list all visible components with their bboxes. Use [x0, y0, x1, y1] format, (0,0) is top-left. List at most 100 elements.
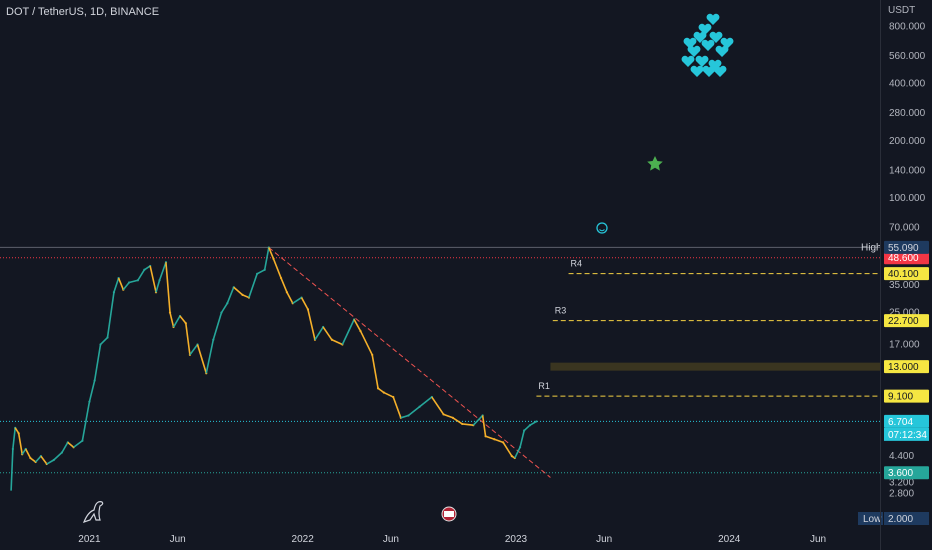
y-tick-label: 4.400	[889, 451, 914, 462]
price-segment	[443, 413, 454, 419]
level-label-r4: R4	[571, 259, 583, 269]
price-segment	[462, 423, 474, 426]
countdown-label: 07:12:34	[888, 430, 927, 441]
price-segment	[494, 438, 504, 444]
price-segment	[519, 430, 525, 448]
price-segment	[353, 319, 362, 332]
price-tag-5: 6.704	[888, 417, 913, 428]
heart-cluster-icon[interactable]	[709, 31, 723, 43]
price-segment	[242, 294, 250, 299]
x-tick-label: 2022	[292, 534, 315, 545]
price-segment	[165, 262, 171, 313]
y-tick-label: 25.000	[889, 308, 920, 319]
price-tag-3-bg	[884, 360, 929, 374]
price-segment	[212, 312, 223, 341]
price-segment	[248, 273, 258, 298]
price-segment	[400, 414, 409, 419]
x-tick-label: Jun	[383, 534, 399, 545]
heart-cluster-icon[interactable]	[706, 13, 720, 25]
y-tick-label: 280.000	[889, 108, 926, 119]
price-tag-1: 40.100	[888, 269, 919, 280]
x-tick-label: Jun	[596, 534, 612, 545]
price-segment	[12, 427, 16, 450]
smiley-icon[interactable]	[596, 222, 608, 234]
price-segment	[185, 323, 191, 355]
countdown-bg	[884, 427, 929, 441]
price-segment	[10, 448, 14, 491]
price-segment	[481, 415, 487, 437]
price-axis[interactable]	[880, 0, 932, 550]
heart-cluster-icon[interactable]	[690, 65, 704, 77]
price-segment	[93, 344, 102, 381]
y-tick-label: 35.000	[889, 280, 920, 291]
price-segment	[24, 448, 32, 459]
price-segment	[143, 265, 151, 271]
price-segment	[529, 420, 537, 426]
price-segment	[256, 269, 266, 275]
price-segment	[341, 319, 355, 345]
heart-cluster-icon[interactable]	[681, 55, 695, 67]
price-segment	[292, 296, 302, 304]
high-tag-bg	[884, 240, 929, 254]
flag-stripe	[444, 511, 454, 517]
price-segment	[322, 326, 333, 341]
price-segment	[169, 312, 175, 328]
dino-icon[interactable]	[82, 501, 104, 523]
price-segment	[220, 302, 228, 314]
high-tag: 55.090	[888, 243, 919, 254]
low-label: Low	[863, 514, 882, 525]
low-tag-bg	[884, 512, 929, 525]
heart-cluster-icon[interactable]	[715, 45, 729, 57]
price-segment	[17, 433, 23, 455]
price-segment	[268, 247, 275, 260]
y-tick-label: 100.000	[889, 193, 926, 204]
symbol-title[interactable]: DOT / TetherUS, 1D, BINANCE	[6, 6, 160, 18]
price-segment	[67, 441, 75, 448]
price-segment	[452, 417, 463, 425]
price-segment	[113, 277, 120, 293]
heart-cluster-icon[interactable]	[701, 39, 715, 51]
price-point	[535, 420, 538, 423]
low-tag: 2.000	[888, 514, 913, 525]
heart-cluster-icon[interactable]	[687, 45, 701, 57]
heart-cluster-icon[interactable]	[713, 65, 727, 77]
heart-cluster-icon[interactable]	[702, 65, 716, 77]
price-segment	[149, 265, 157, 293]
heart-cluster-icon[interactable]	[683, 37, 697, 49]
price-segment	[233, 286, 244, 296]
price-segment	[514, 446, 521, 459]
star-icon[interactable]	[647, 156, 663, 171]
y-tick-label: 17.000	[889, 339, 920, 350]
y-tick-label: 400.000	[889, 79, 926, 90]
price-tag-6-bg	[884, 466, 929, 480]
price-segment	[61, 441, 69, 453]
axis-unit-label: USDT	[888, 5, 916, 16]
price-tag-0: 48.600	[888, 253, 919, 264]
trendline	[268, 247, 551, 478]
price-segment	[53, 451, 63, 461]
price-segment	[331, 339, 343, 346]
price-segment	[272, 258, 282, 279]
price-tag-6: 3.600	[888, 468, 913, 479]
price-tag-3: 13.000	[888, 362, 919, 373]
heart-cluster-icon[interactable]	[693, 31, 707, 43]
price-tag-0-bg	[884, 251, 929, 265]
heart-cluster-icon[interactable]	[720, 37, 734, 49]
price-segment	[300, 297, 309, 310]
price-segment	[286, 291, 294, 304]
price-segment	[419, 396, 433, 408]
heart-cluster-icon[interactable]	[708, 59, 722, 71]
price-segment	[431, 396, 445, 415]
heart-cluster-icon[interactable]	[695, 55, 709, 67]
high-label: High	[861, 242, 882, 253]
price-segment	[122, 282, 130, 291]
price-segment	[99, 336, 109, 346]
price-segment	[155, 280, 161, 293]
price-tag-2-bg	[884, 314, 929, 328]
price-tag-4-bg	[884, 389, 929, 403]
y-tick-label: 70.000	[889, 223, 920, 234]
heart-cluster-icon[interactable]	[698, 23, 712, 35]
x-tick-label: 2024	[718, 534, 741, 545]
price-segment	[407, 406, 421, 417]
